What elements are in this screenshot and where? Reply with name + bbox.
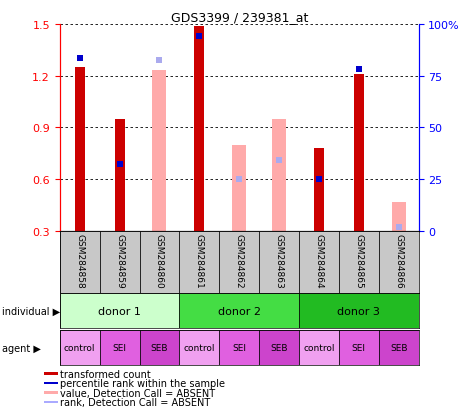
- Bar: [272, 119, 285, 231]
- Bar: [391, 202, 405, 231]
- Bar: [179, 330, 219, 366]
- Text: control: control: [302, 344, 334, 352]
- Bar: [100, 231, 139, 293]
- Bar: [114, 119, 124, 231]
- Text: SEI: SEI: [232, 344, 246, 352]
- Bar: [232, 145, 246, 231]
- Text: value, Detection Call = ABSENT: value, Detection Call = ABSENT: [60, 388, 214, 398]
- Text: GSM284863: GSM284863: [274, 233, 283, 288]
- Text: percentile rank within the sample: percentile rank within the sample: [60, 378, 224, 388]
- Bar: [45, 392, 58, 394]
- Bar: [298, 231, 338, 293]
- Bar: [378, 231, 418, 293]
- Text: agent ▶: agent ▶: [2, 343, 41, 353]
- Bar: [179, 293, 298, 328]
- Bar: [75, 68, 84, 231]
- Bar: [45, 401, 58, 404]
- Bar: [139, 231, 179, 293]
- Bar: [313, 149, 323, 231]
- Text: GSM284866: GSM284866: [393, 233, 402, 288]
- Text: donor 1: donor 1: [98, 306, 141, 316]
- Bar: [258, 330, 298, 366]
- Bar: [219, 330, 258, 366]
- Text: GSM284860: GSM284860: [155, 233, 163, 288]
- Text: SEI: SEI: [351, 344, 365, 352]
- Text: SEI: SEI: [112, 344, 126, 352]
- Bar: [338, 330, 378, 366]
- Bar: [258, 231, 298, 293]
- Bar: [139, 330, 179, 366]
- Text: donor 2: donor 2: [217, 306, 260, 316]
- Bar: [60, 293, 179, 328]
- Bar: [45, 373, 58, 375]
- Bar: [219, 231, 258, 293]
- Bar: [378, 330, 418, 366]
- Text: GSM284864: GSM284864: [314, 233, 323, 287]
- Text: GSM284865: GSM284865: [353, 233, 363, 288]
- Bar: [60, 231, 100, 293]
- Text: GSM284859: GSM284859: [115, 233, 124, 288]
- Text: GSM284858: GSM284858: [75, 233, 84, 288]
- Text: donor 3: donor 3: [336, 306, 380, 316]
- Text: control: control: [183, 344, 215, 352]
- Text: GSM284861: GSM284861: [195, 233, 203, 288]
- Text: rank, Detection Call = ABSENT: rank, Detection Call = ABSENT: [60, 397, 209, 407]
- Bar: [338, 231, 378, 293]
- Bar: [298, 330, 338, 366]
- Bar: [152, 71, 166, 231]
- Bar: [298, 293, 418, 328]
- Text: transformed count: transformed count: [60, 369, 150, 379]
- Bar: [100, 330, 139, 366]
- Text: individual ▶: individual ▶: [2, 306, 60, 316]
- Text: SEB: SEB: [270, 344, 287, 352]
- Bar: [353, 75, 363, 231]
- Text: SEB: SEB: [389, 344, 407, 352]
- Title: GDS3399 / 239381_at: GDS3399 / 239381_at: [170, 11, 307, 24]
- Text: GSM284862: GSM284862: [234, 233, 243, 287]
- Text: SEB: SEB: [151, 344, 168, 352]
- Bar: [194, 26, 204, 231]
- Bar: [45, 382, 58, 385]
- Bar: [179, 231, 219, 293]
- Text: control: control: [64, 344, 95, 352]
- Bar: [60, 330, 100, 366]
